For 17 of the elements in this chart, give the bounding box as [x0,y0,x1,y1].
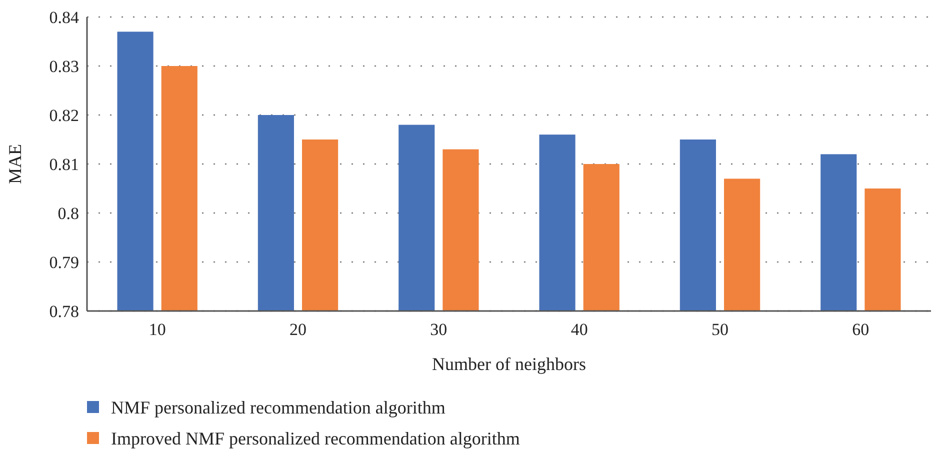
x-tick-label: 50 [712,320,728,339]
y-tick-label: 0.83 [49,56,79,76]
y-axis-title: MAE [5,144,25,184]
y-tick-label: 0.82 [49,106,79,125]
legend-label: Improved NMF personalized recommendation algorithm [111,428,520,448]
y-tick-label: 0.81 [49,154,79,174]
y-tick-label: 0.84 [49,8,80,27]
x-tick-label: 30 [430,320,448,339]
x-tick-label: 20 [290,320,306,339]
y-tick-label: 0.79 [49,252,79,272]
x-tick-label: 60 [852,320,870,339]
x-tick-label: 40 [570,320,588,339]
legend-label: NMF personalized recommendation algorithm [111,397,446,418]
y-tick-label: 0.8 [58,204,79,223]
y-tick-label: 0.78 [49,302,79,321]
x-axis-title: Number of neighbors [432,354,586,374]
x-tick-label: 10 [148,320,166,339]
